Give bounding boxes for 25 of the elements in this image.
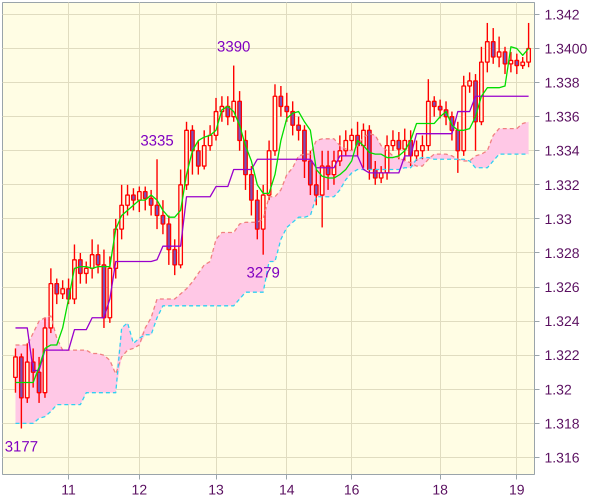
y-tick-label: 1.322 bbox=[544, 347, 580, 364]
y-tick-label: 1.332 bbox=[544, 176, 580, 193]
y-tick-label: 1.33 bbox=[544, 210, 572, 227]
x-tick-label: 14 bbox=[279, 482, 295, 497]
y-tick-label: 1.342 bbox=[544, 6, 580, 22]
y-tick-label: 1.324 bbox=[544, 313, 580, 330]
y-tick-label: 1.328 bbox=[544, 244, 580, 261]
x-tick-label: 13 bbox=[208, 482, 224, 497]
y-tick-label: 1.334 bbox=[544, 142, 580, 159]
y-tick-label: 1.3400 bbox=[544, 40, 588, 57]
x-tick-label: 11 bbox=[61, 482, 76, 497]
y-tick-label: 1.336 bbox=[544, 108, 580, 125]
y-tick-label: 1.318 bbox=[544, 415, 580, 432]
x-tick-label: 18 bbox=[432, 482, 448, 497]
annotation: 3279 bbox=[246, 264, 280, 282]
y-tick-label: 1.326 bbox=[544, 279, 580, 296]
y-tick-label: 1.338 bbox=[544, 74, 580, 91]
annotation: 3177 bbox=[4, 438, 38, 456]
y-tick-label: 1.316 bbox=[544, 449, 580, 466]
annotation: 3390 bbox=[217, 38, 250, 56]
annotation: 3335 bbox=[140, 132, 174, 150]
x-tick-label: 16 bbox=[344, 482, 360, 497]
y-tick-label: 1.32 bbox=[544, 381, 572, 398]
x-tick-label: 12 bbox=[132, 482, 148, 497]
x-tick-label: 19 bbox=[509, 482, 525, 497]
